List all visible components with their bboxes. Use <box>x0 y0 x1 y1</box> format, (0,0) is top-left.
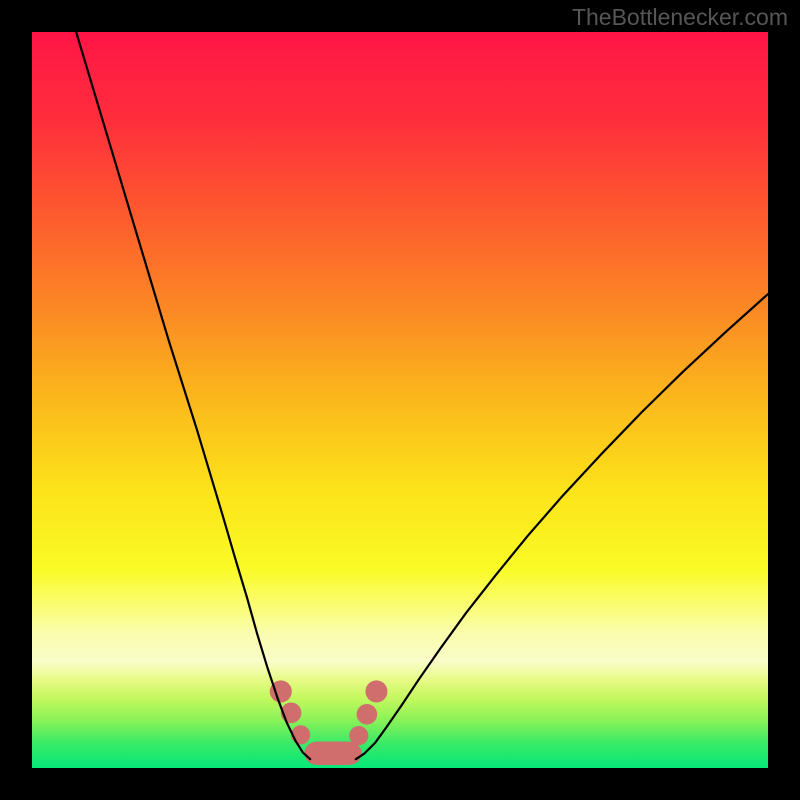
plot-area <box>32 32 768 768</box>
gradient-background <box>32 32 768 768</box>
chart-svg <box>32 32 768 768</box>
chart-frame: TheBottlenecker.com <box>0 0 800 800</box>
watermark-label: TheBottlenecker.com <box>572 4 788 31</box>
